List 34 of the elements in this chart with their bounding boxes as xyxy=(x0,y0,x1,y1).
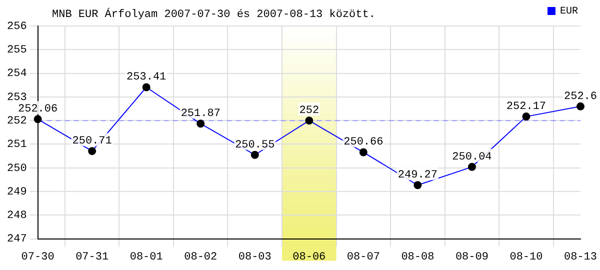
x-tick-label: 08-10 xyxy=(510,251,543,264)
x-tick-label: 08-01 xyxy=(130,251,164,264)
x-tick-label: 08-09 xyxy=(455,251,488,264)
y-tick-label: 252 xyxy=(6,115,27,128)
y-tick-label: 249 xyxy=(6,186,27,198)
data-label: 252.06 xyxy=(18,104,58,116)
data-label: 252.6 xyxy=(564,90,598,103)
x-tick-label: 08-13 xyxy=(564,251,598,264)
data-label: 253.41 xyxy=(126,72,167,84)
data-label: 250.66 xyxy=(344,136,384,149)
data-label: 250.04 xyxy=(452,151,492,164)
x-tick-label: 08-08 xyxy=(401,251,434,264)
x-tick-label: 07-31 xyxy=(76,251,109,264)
y-tick-label: 255 xyxy=(6,44,27,57)
y-tick-label: 256 xyxy=(6,20,27,33)
x-tick-label: 07-30 xyxy=(21,251,54,264)
x-tick-label: 08-03 xyxy=(238,251,272,264)
y-tick-label: 247 xyxy=(6,234,27,246)
y-tick-label: 253 xyxy=(6,92,27,104)
data-label: 250.55 xyxy=(235,139,275,152)
x-tick-label: 08-07 xyxy=(346,251,380,264)
data-label: 252 xyxy=(299,104,320,117)
data-label: 249.27 xyxy=(398,170,438,182)
y-tick-label: 248 xyxy=(6,210,27,222)
chart-title: MNB EUR Árfolyam 2007-07-30 és 2007-08-13 között. xyxy=(52,9,376,21)
legend-label: EUR xyxy=(560,6,578,18)
data-label: 250.71 xyxy=(72,135,112,148)
y-tick-label: 251 xyxy=(6,139,28,152)
y-tick-label: 254 xyxy=(6,68,28,80)
data-label: 251.87 xyxy=(180,108,220,120)
x-tick-label: 08-02 xyxy=(184,251,218,264)
y-tick-label: 250 xyxy=(6,162,27,175)
data-label: 252.17 xyxy=(506,100,546,113)
x-tick-label: 08-06 xyxy=(292,251,326,264)
